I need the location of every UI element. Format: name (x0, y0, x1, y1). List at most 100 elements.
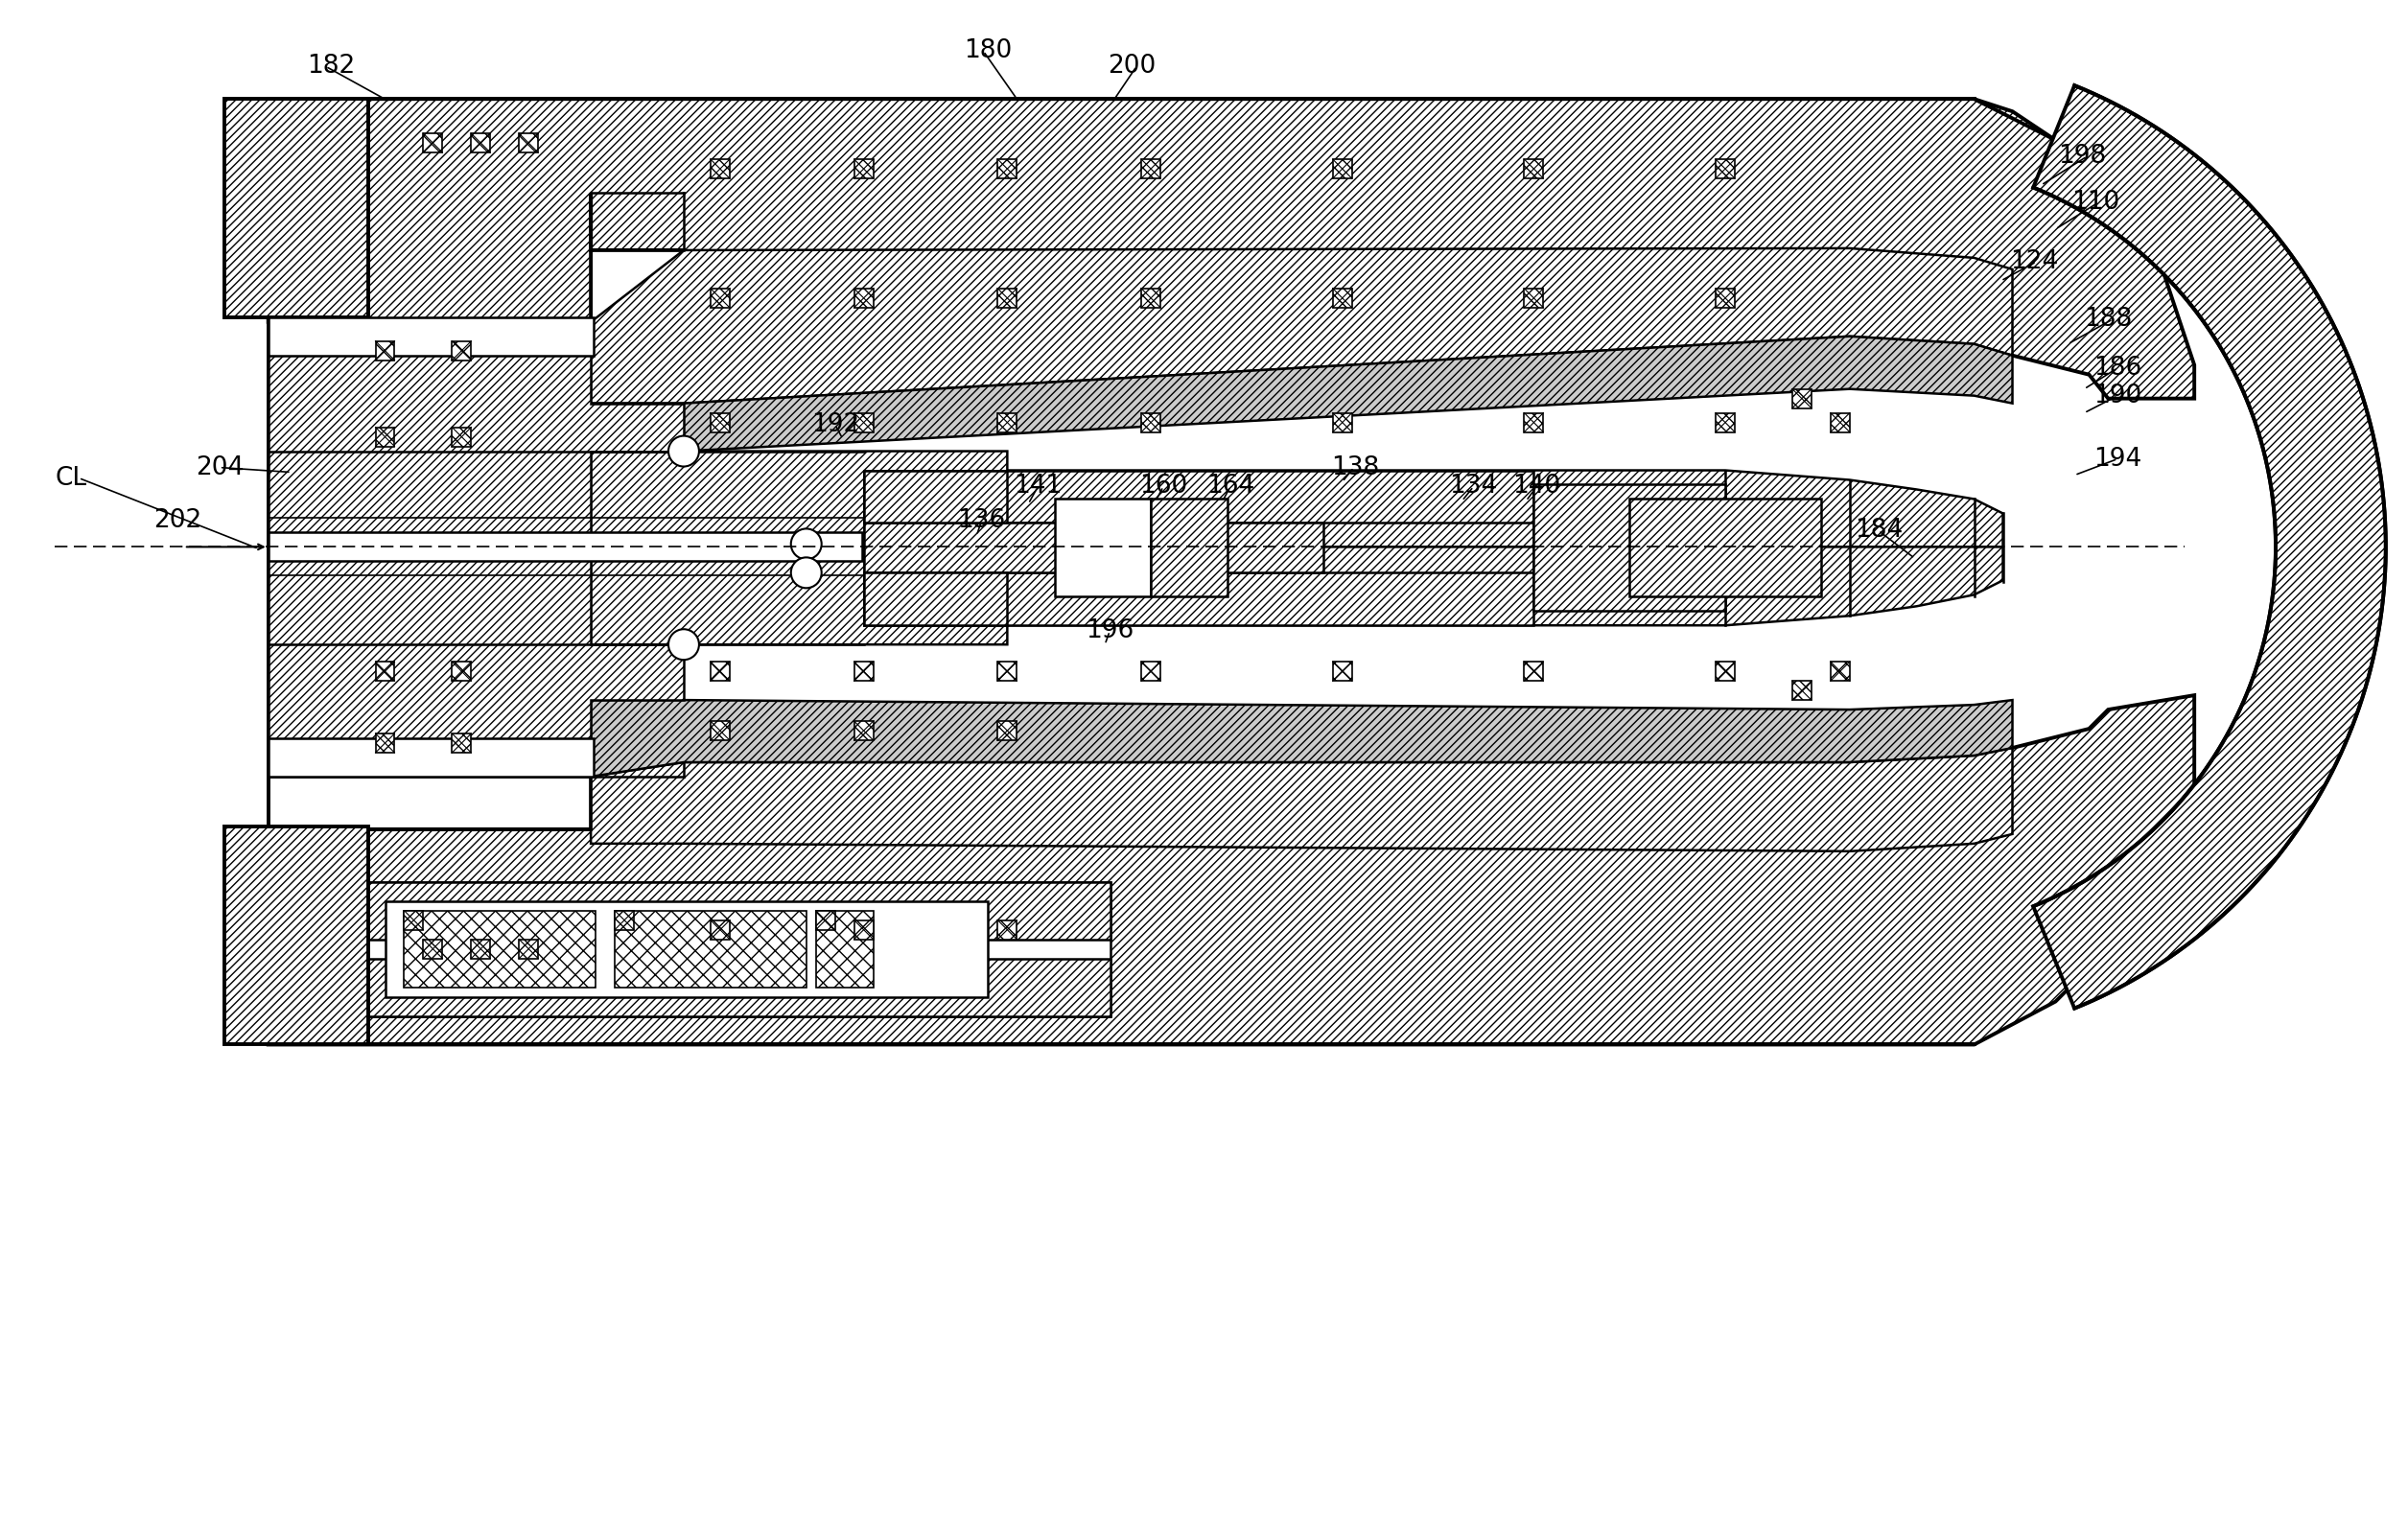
Text: 200: 200 (1108, 54, 1156, 79)
Bar (816, 911, 836, 930)
Bar (855, 661, 874, 681)
Polygon shape (864, 471, 1007, 523)
Bar (472, 940, 491, 958)
Text: 204: 204 (195, 455, 243, 480)
Bar (710, 289, 730, 307)
Polygon shape (267, 546, 684, 776)
Bar (453, 734, 472, 752)
Bar (267, 958, 1110, 1015)
Polygon shape (267, 98, 2194, 398)
Polygon shape (590, 248, 2013, 404)
Bar (710, 159, 730, 179)
Bar (1055, 499, 1151, 596)
Bar (1714, 289, 1734, 307)
Text: 180: 180 (963, 39, 1011, 64)
Bar (472, 133, 491, 153)
Polygon shape (590, 336, 2013, 451)
Bar (864, 573, 1534, 625)
Bar (1332, 159, 1351, 179)
Polygon shape (267, 696, 2194, 1044)
Text: CL: CL (55, 466, 87, 490)
Circle shape (790, 528, 821, 560)
Bar (710, 413, 730, 433)
Bar (385, 902, 987, 997)
Bar (267, 738, 595, 776)
Bar (1524, 413, 1544, 433)
Bar (1524, 289, 1544, 307)
Text: 182: 182 (306, 54, 354, 79)
Bar (855, 159, 874, 179)
Bar (224, 98, 368, 318)
Bar (376, 427, 395, 446)
Bar (1524, 661, 1544, 681)
Bar (1141, 413, 1161, 433)
Polygon shape (2032, 85, 2386, 1008)
Polygon shape (590, 451, 2003, 546)
Bar (1792, 389, 1811, 409)
Bar (614, 911, 633, 930)
Text: 160: 160 (1139, 474, 1187, 499)
Bar (1141, 159, 1161, 179)
Polygon shape (267, 98, 2056, 141)
Text: 184: 184 (1854, 517, 1902, 543)
Text: 134: 134 (1450, 474, 1498, 499)
Bar (997, 159, 1016, 179)
Bar (710, 722, 730, 740)
Bar (710, 661, 730, 681)
Bar (997, 722, 1016, 740)
Polygon shape (590, 747, 2013, 852)
Bar (520, 940, 539, 958)
Text: 136: 136 (958, 508, 1007, 534)
Text: 124: 124 (2011, 250, 2059, 274)
Bar (864, 523, 1322, 573)
Bar (1332, 413, 1351, 433)
Bar (1332, 289, 1351, 307)
Bar (224, 826, 368, 1044)
Bar (267, 318, 595, 356)
Bar (405, 911, 595, 986)
Bar (855, 920, 874, 940)
Bar (267, 533, 862, 561)
Bar (424, 940, 443, 958)
Polygon shape (267, 322, 684, 546)
Bar (424, 133, 443, 153)
Bar (453, 427, 472, 446)
Text: 194: 194 (2095, 446, 2143, 472)
Bar (1792, 681, 1811, 701)
Bar (997, 661, 1016, 681)
Bar (1830, 661, 1849, 681)
Bar (1714, 159, 1734, 179)
Bar (405, 911, 424, 930)
Circle shape (790, 557, 821, 589)
Bar (267, 882, 1110, 940)
Bar (710, 920, 730, 940)
Bar (376, 734, 395, 752)
Bar (1141, 289, 1161, 307)
Bar (1141, 661, 1161, 681)
Circle shape (669, 629, 698, 660)
Circle shape (669, 436, 698, 466)
Bar (520, 133, 539, 153)
Text: 190: 190 (2095, 383, 2143, 409)
Bar (816, 911, 874, 986)
Bar (453, 661, 472, 681)
Bar (267, 882, 1110, 1015)
Text: 196: 196 (1086, 619, 1134, 643)
Bar (376, 340, 395, 360)
Bar (1714, 413, 1734, 433)
Text: 141: 141 (1014, 474, 1062, 499)
Bar (997, 920, 1016, 940)
Polygon shape (590, 701, 2013, 776)
Bar (855, 722, 874, 740)
Bar (453, 340, 472, 360)
Bar (997, 289, 1016, 307)
Bar (855, 413, 874, 433)
Bar (1714, 661, 1734, 681)
Text: 188: 188 (2085, 307, 2133, 331)
Text: 164: 164 (1206, 474, 1255, 499)
Text: 198: 198 (2059, 144, 2107, 169)
Text: 202: 202 (154, 508, 202, 534)
Text: 138: 138 (1332, 455, 1380, 480)
Bar (864, 471, 1534, 523)
Bar (376, 661, 395, 681)
